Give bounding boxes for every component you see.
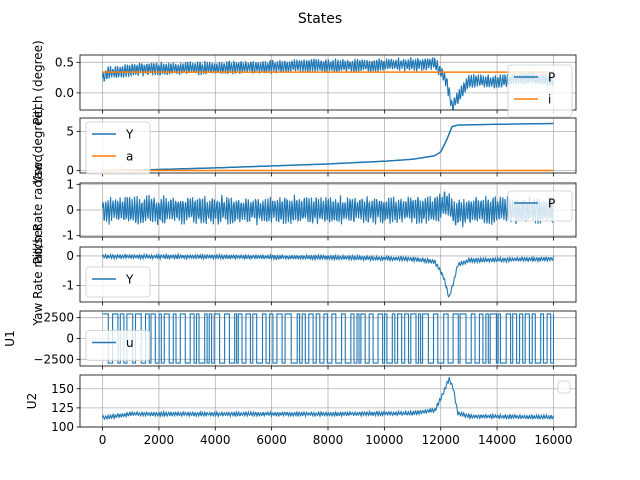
- x-tick-label: 0: [99, 433, 107, 447]
- subplot-6: 150 125 100 0 2000 4000 6000 8000 10000 12000 1400…: [25, 374, 577, 447]
- legend-label: u: [126, 336, 134, 350]
- y-tick-label: 5: [66, 124, 74, 138]
- y-tick-label: 2500: [43, 311, 74, 325]
- legend-box: [507, 190, 573, 222]
- subplot-2: 5 0 Yaw (degree) Ya: [31, 106, 577, 186]
- legend-box: [85, 330, 151, 361]
- legend-label: a: [126, 150, 133, 164]
- y-tick-label: 0.5: [55, 55, 74, 69]
- y-tick-label: 0.0: [55, 86, 74, 100]
- legend: Y: [85, 266, 151, 298]
- y-tick-label: -1: [62, 229, 74, 243]
- x-tick-label: 14000: [478, 433, 516, 447]
- legend-label: P: [548, 71, 555, 85]
- series-line-1: [101, 191, 555, 228]
- y-axis-label: U2: [25, 393, 39, 409]
- x-tick-label: 2000: [144, 433, 175, 447]
- legend: [557, 380, 571, 394]
- subplot-1: 0.5 0.0 Pitch (degree) Pi: [31, 40, 577, 125]
- y-tick-label: 0: [66, 164, 74, 178]
- x-tick-label: 4000: [200, 433, 231, 447]
- legend-box: [557, 380, 571, 394]
- series-line-1: [102, 122, 554, 172]
- legend: Pi: [507, 64, 573, 118]
- x-tick-label: 12000: [422, 433, 460, 447]
- subplot-5: 2500 0 −2500 U1 u: [3, 310, 577, 370]
- y-tick-label: 0: [66, 332, 74, 346]
- legend-label: i: [548, 93, 551, 107]
- y-axis-label: Yaw (degree): [31, 106, 45, 185]
- subplot-4: 0 -1 Yaw Rate rad/sec Y: [31, 223, 577, 327]
- y-tick-label: 0: [66, 249, 74, 263]
- y-tick-label: 125: [51, 401, 74, 415]
- x-tick-label: 10000: [365, 433, 403, 447]
- y-tick-label: −2500: [33, 352, 74, 366]
- legend-label: P: [548, 197, 555, 211]
- y-tick-label: -1: [62, 279, 74, 293]
- legend-box: [85, 266, 151, 298]
- series-line-1: [101, 57, 555, 110]
- x-tick-label: 8000: [313, 433, 344, 447]
- legend: Ya: [85, 121, 151, 175]
- y-axis-label: Pitch Rate rad/sec: [31, 156, 45, 265]
- series-line-1: [101, 377, 555, 421]
- y-axis-label: U1: [3, 330, 17, 346]
- legend-label: Y: [125, 128, 134, 142]
- y-tick-label: 150: [51, 382, 74, 396]
- legend-box: [85, 121, 151, 175]
- y-axis-label: Yaw Rate rad/sec: [31, 223, 45, 326]
- legend: u: [85, 330, 151, 361]
- y-tick-label: 1: [66, 177, 74, 191]
- legend-label: Y: [125, 273, 134, 287]
- x-tick-label: 6000: [256, 433, 287, 447]
- series-line-1: [102, 313, 555, 364]
- legend: P: [507, 190, 573, 222]
- y-tick-label: 0: [66, 203, 74, 217]
- series-line-1: [101, 252, 555, 298]
- figure-title: States: [298, 11, 342, 27]
- y-tick-label: 100: [51, 420, 74, 434]
- y-axis-label: Pitch (degree): [31, 40, 45, 124]
- x-tick-label: 16000: [534, 433, 572, 447]
- legend-box: [507, 64, 573, 118]
